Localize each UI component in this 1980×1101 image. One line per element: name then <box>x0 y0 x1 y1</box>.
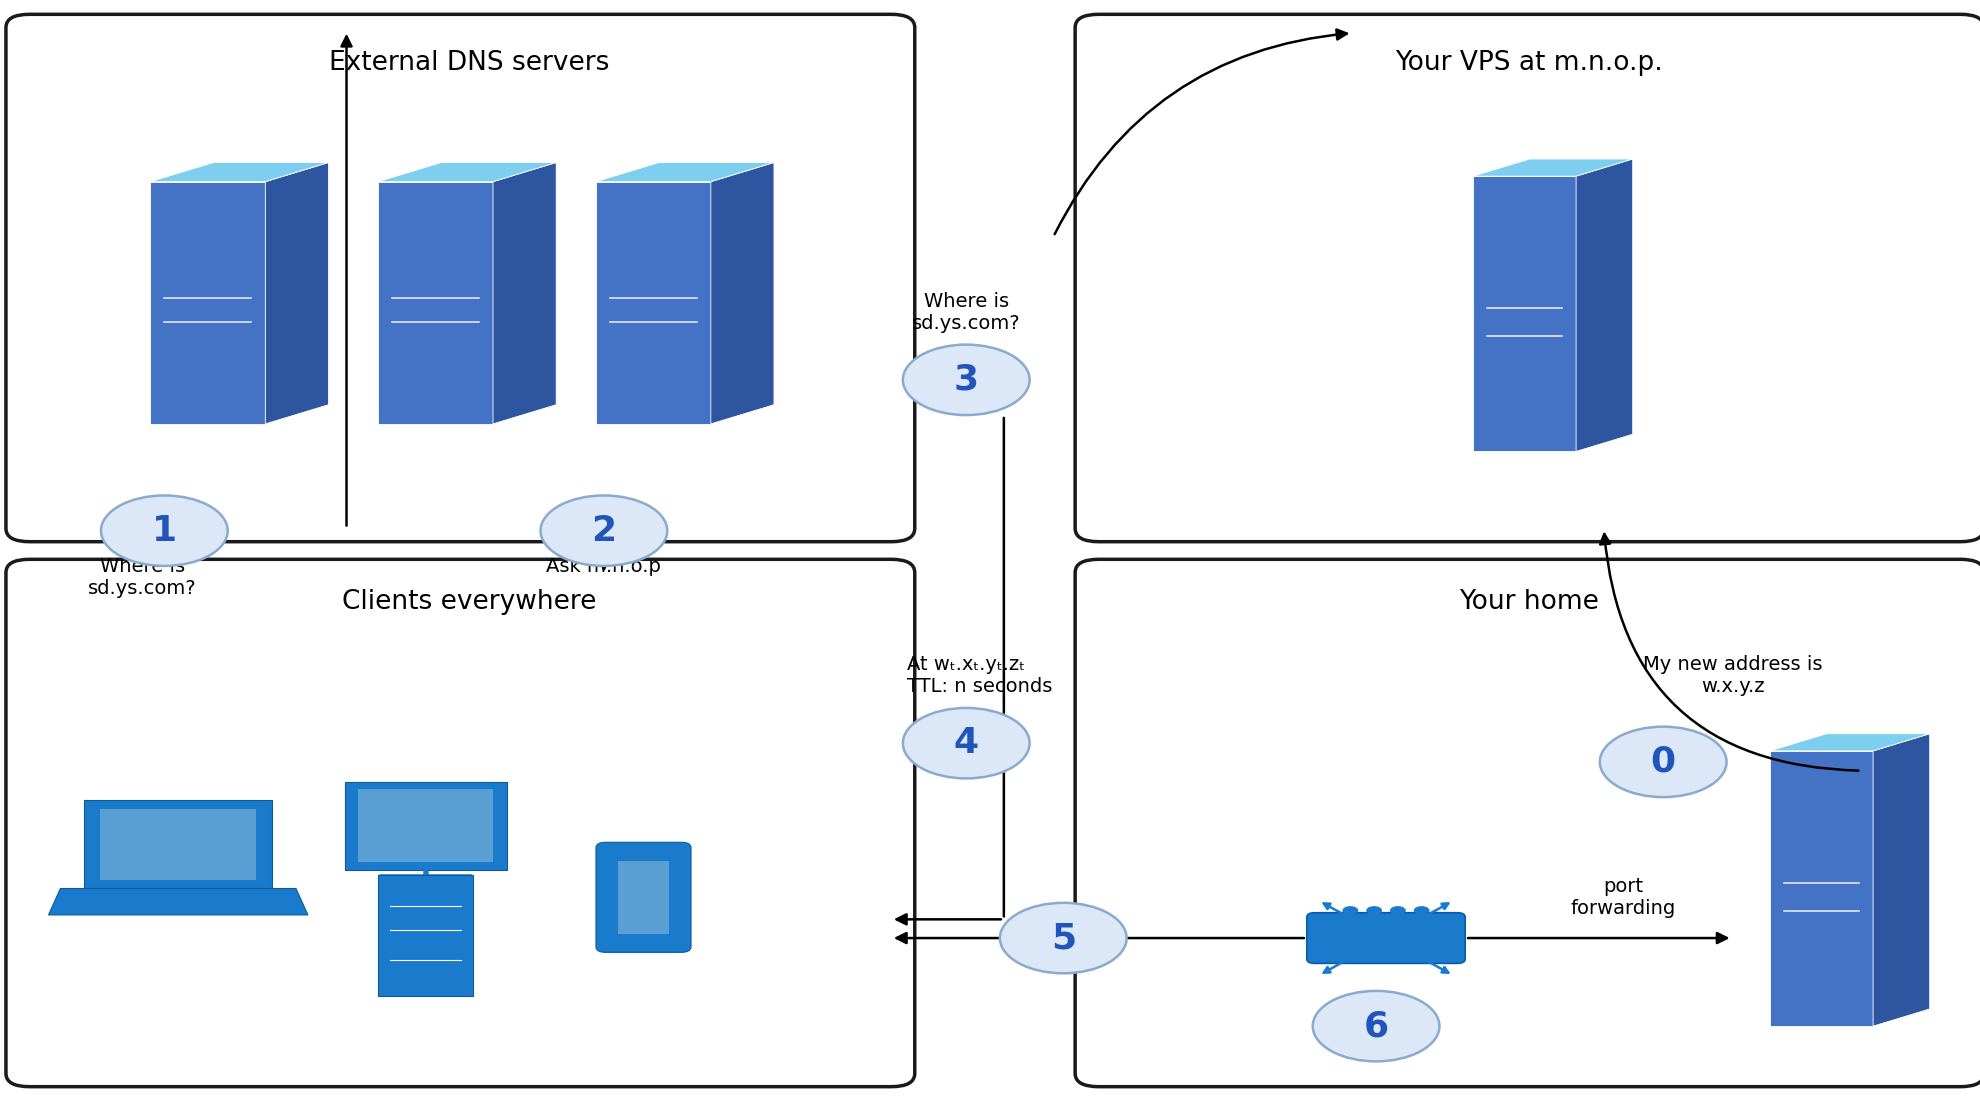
Polygon shape <box>48 889 309 915</box>
FancyBboxPatch shape <box>1075 14 1980 542</box>
Text: 2: 2 <box>592 514 616 547</box>
Polygon shape <box>493 163 556 424</box>
Circle shape <box>1390 906 1406 915</box>
Text: 3: 3 <box>954 363 978 396</box>
Circle shape <box>1313 991 1439 1061</box>
Circle shape <box>903 345 1030 415</box>
Polygon shape <box>150 182 265 424</box>
Text: Your VPS at m.n.o.p.: Your VPS at m.n.o.p. <box>1394 50 1663 76</box>
FancyBboxPatch shape <box>6 559 915 1087</box>
Polygon shape <box>1873 733 1930 1026</box>
Text: 6: 6 <box>1364 1010 1388 1043</box>
Polygon shape <box>345 782 507 870</box>
Text: 0: 0 <box>1651 745 1675 778</box>
Circle shape <box>1000 903 1127 973</box>
Text: 4: 4 <box>954 727 978 760</box>
Text: Clients everywhere: Clients everywhere <box>343 589 596 615</box>
Text: 5: 5 <box>1051 922 1075 955</box>
Polygon shape <box>378 875 473 996</box>
Polygon shape <box>358 789 493 862</box>
Text: At wₜ.xₜ.yₜ.zₜ
TTL: n seconds: At wₜ.xₜ.yₜ.zₜ TTL: n seconds <box>907 655 1051 696</box>
Circle shape <box>541 495 667 566</box>
FancyBboxPatch shape <box>618 861 669 934</box>
Polygon shape <box>596 182 711 424</box>
Text: Ask m.n.o.p: Ask m.n.o.p <box>546 557 661 576</box>
Polygon shape <box>1770 751 1873 1026</box>
Text: External DNS servers: External DNS servers <box>329 50 610 76</box>
Polygon shape <box>1770 733 1930 751</box>
Polygon shape <box>1473 176 1576 451</box>
Circle shape <box>1366 906 1382 915</box>
Text: 1: 1 <box>152 514 176 547</box>
Circle shape <box>101 495 228 566</box>
Text: Where is
sd.ys.com?: Where is sd.ys.com? <box>913 292 1020 333</box>
FancyBboxPatch shape <box>6 14 915 542</box>
Polygon shape <box>265 163 329 424</box>
Circle shape <box>1414 906 1430 915</box>
Text: port
forwarding: port forwarding <box>1570 876 1677 918</box>
Text: Where is
sd.ys.com?: Where is sd.ys.com? <box>89 557 196 598</box>
FancyBboxPatch shape <box>596 842 691 952</box>
Circle shape <box>903 708 1030 778</box>
FancyBboxPatch shape <box>1075 559 1980 1087</box>
Polygon shape <box>150 163 329 182</box>
Polygon shape <box>711 163 774 424</box>
Polygon shape <box>596 163 774 182</box>
Circle shape <box>1342 906 1358 915</box>
Text: Your home: Your home <box>1459 589 1598 615</box>
Polygon shape <box>378 182 493 424</box>
Polygon shape <box>99 809 257 880</box>
Polygon shape <box>378 163 556 182</box>
Polygon shape <box>83 800 273 889</box>
Circle shape <box>1600 727 1727 797</box>
Polygon shape <box>1473 159 1633 176</box>
FancyBboxPatch shape <box>1307 913 1465 963</box>
Text: My new address is
w.x.y.z: My new address is w.x.y.z <box>1643 655 1822 696</box>
Polygon shape <box>1576 159 1634 451</box>
